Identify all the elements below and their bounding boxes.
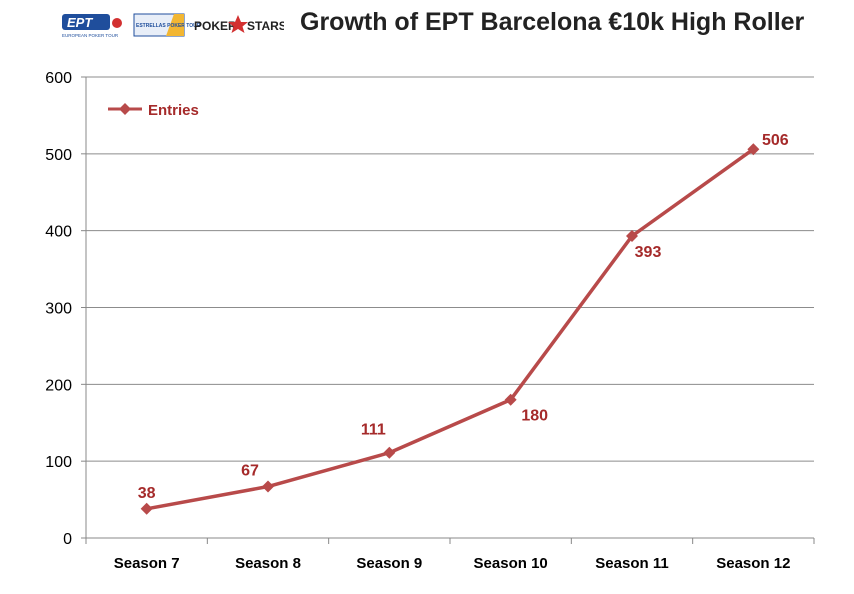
x-tick-label: Season 10 bbox=[474, 555, 548, 572]
chart-title: Growth of EPT Barcelona €10k High Roller bbox=[300, 8, 805, 36]
estrellas-logo-text: ESTRELLAS POKER TOUR bbox=[136, 23, 201, 29]
ept-logo-text: EPT bbox=[67, 15, 93, 30]
pokerstars-logo: POKER STARS bbox=[194, 15, 284, 33]
data-point-marker bbox=[383, 446, 396, 459]
pokerstars-star-icon bbox=[228, 15, 248, 33]
y-axis-ticks: 0 100 200 300 400 500 600 bbox=[45, 70, 86, 548]
y-tick-label: 300 bbox=[45, 301, 72, 318]
y-tick-label: 400 bbox=[45, 224, 72, 241]
data-label: 393 bbox=[635, 244, 662, 261]
y-tick-label: 100 bbox=[45, 454, 72, 471]
y-tick-label: 600 bbox=[45, 70, 72, 87]
series-entries bbox=[140, 143, 760, 515]
pokerstars-logo-left: POKER bbox=[194, 19, 237, 33]
legend-label-entries: Entries bbox=[148, 102, 199, 119]
data-label: 67 bbox=[241, 463, 259, 480]
legend: Entries bbox=[108, 102, 199, 119]
y-tick-label: 500 bbox=[45, 147, 72, 164]
pokerstars-logo-right: STARS bbox=[247, 19, 284, 33]
ept-logo: EPT EUROPEAN POKER TOUR bbox=[62, 14, 122, 38]
data-point-marker bbox=[747, 143, 760, 156]
data-label: 111 bbox=[361, 422, 386, 439]
data-label: 180 bbox=[521, 408, 548, 425]
legend-marker bbox=[119, 103, 131, 115]
gridlines bbox=[86, 76, 814, 462]
series-line-entries bbox=[146, 147, 755, 511]
data-label: 506 bbox=[762, 132, 789, 149]
data-labels: 38 67 111 180 393 506 bbox=[138, 132, 789, 502]
sponsor-logos: EPT EUROPEAN POKER TOUR ESTRELLAS POKER … bbox=[62, 13, 284, 38]
x-tick-label: Season 9 bbox=[356, 555, 422, 572]
data-label: 38 bbox=[138, 485, 156, 502]
x-tick-label: Season 11 bbox=[595, 555, 668, 572]
estrellas-logo: ESTRELLAS POKER TOUR bbox=[133, 13, 201, 37]
y-tick-label: 200 bbox=[45, 377, 72, 394]
x-tick-label: Season 8 bbox=[235, 555, 301, 572]
x-tick-label: Season 12 bbox=[716, 555, 790, 572]
data-point-marker bbox=[262, 480, 274, 493]
ept-logo-subtitle: EUROPEAN POKER TOUR bbox=[62, 33, 119, 38]
x-axis-ticks: Season 7 Season 8 Season 9 Season 10 Season … bbox=[85, 538, 815, 572]
data-point-marker bbox=[504, 393, 517, 406]
data-point-marker bbox=[140, 502, 153, 515]
y-tick-label: 0 bbox=[63, 531, 72, 548]
x-tick-label: Season 7 bbox=[114, 555, 180, 572]
data-point-marker bbox=[626, 230, 638, 243]
